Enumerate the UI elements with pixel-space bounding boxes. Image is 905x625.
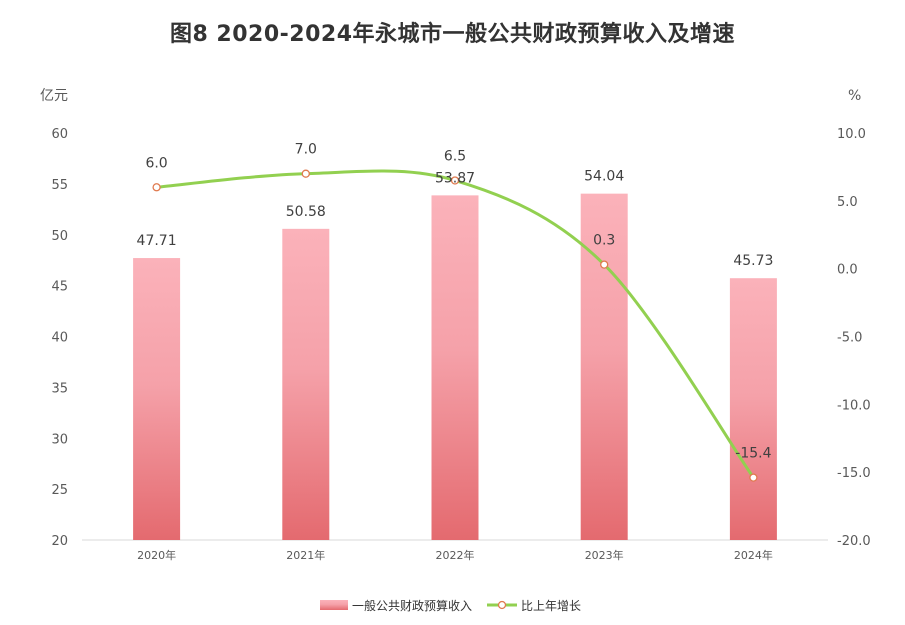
bar (729, 278, 777, 540)
legend-line-label: 比上年增长 (521, 599, 581, 613)
line-data-label: -15.4 (735, 446, 771, 462)
bar-data-label: 54.04 (584, 169, 624, 185)
y-left-tick-label: 35 (51, 381, 68, 396)
bar (282, 228, 330, 540)
y-left-tick-label: 50 (51, 229, 68, 244)
chart-title: 图8 2020-2024年永城市一般公共财政预算收入及增速 (169, 22, 736, 47)
y-left-tick-label: 45 (51, 280, 68, 295)
bar-data-label: 45.73 (733, 253, 773, 269)
line-data-label: 6.5 (444, 148, 466, 164)
bar-data-label: 50.58 (286, 204, 326, 220)
y-right-tick-label: -10.0 (837, 398, 871, 413)
y-left-unit-label: 亿元 (40, 88, 68, 104)
x-tick-label: 2024年 (734, 548, 773, 562)
bar (133, 258, 181, 540)
y-right-tick-label: 10.0 (837, 127, 866, 142)
y-right-tick-label: -15.0 (837, 466, 871, 481)
growth-point (749, 473, 758, 482)
legend-line-marker (497, 600, 507, 610)
y-left-tick-label: 30 (51, 432, 68, 447)
x-tick-label: 2020年 (137, 548, 176, 562)
line-data-label: 6.0 (145, 155, 167, 171)
growth-point (450, 176, 460, 185)
y-left-tick-label: 55 (51, 178, 68, 193)
legend-bar-label: 一般公共财政预算收入 (352, 598, 472, 613)
y-left-tick-label: 25 (51, 483, 68, 498)
x-tick-label: 2021年 (286, 548, 325, 562)
bar-data-label: 53.87 (435, 170, 475, 186)
y-right-tick-label: -5.0 (837, 331, 862, 346)
x-tick-label: 2023年 (585, 548, 624, 562)
bar-data-label: 47.71 (137, 233, 177, 249)
y-left-tick-label: 40 (51, 331, 68, 346)
y-right-tick-label: -20.0 (837, 534, 871, 549)
growth-point (600, 260, 609, 269)
growth-line (155, 169, 755, 480)
y-left-tick-label: 60 (51, 127, 68, 142)
line-data-label: 7.0 (295, 142, 317, 158)
y-right-unit-label: % (848, 88, 861, 104)
growth-point (152, 183, 161, 192)
y-left-tick-label: 20 (51, 534, 68, 549)
x-tick-label: 2022年 (436, 548, 475, 562)
line-data-label: 0.3 (593, 233, 615, 249)
growth-point (301, 169, 310, 178)
legend-bar-swatch (320, 600, 348, 610)
y-right-tick-label: 5.0 (837, 195, 858, 210)
bar (431, 195, 479, 541)
y-right-tick-label: 0.0 (837, 263, 858, 278)
